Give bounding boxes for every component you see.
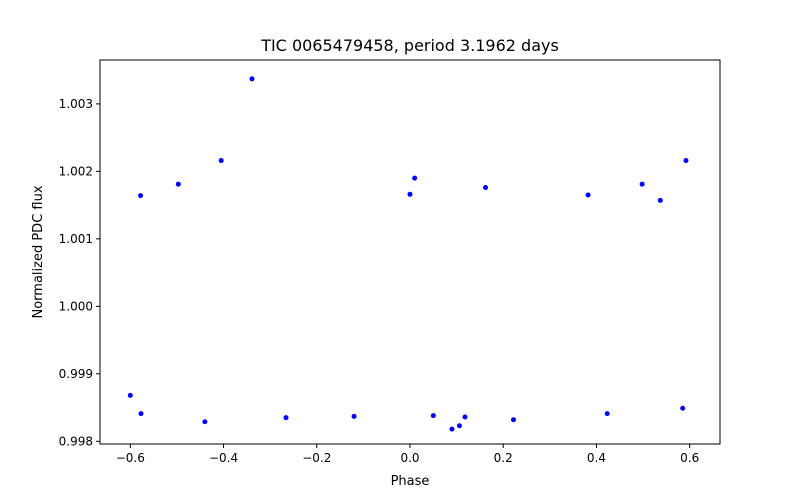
y-axis-label: Normalized PDC flux (31, 185, 46, 318)
data-point (585, 192, 591, 198)
data-point (449, 426, 455, 432)
data-point (483, 185, 489, 191)
x-axis: −0.6 −0.4 −0.2 0.0 0.2 0.4 0.6 (116, 444, 699, 465)
data-point (430, 413, 436, 419)
data-point (138, 411, 144, 417)
data-point (412, 175, 418, 181)
data-point (456, 423, 462, 429)
y-tick-label: 0.998 (59, 434, 93, 448)
data-point (175, 181, 181, 187)
data-point (138, 193, 144, 199)
x-tick-label: 0.2 (494, 451, 513, 465)
data-point (510, 417, 516, 423)
data-point (462, 414, 468, 420)
data-point (604, 411, 610, 417)
data-point (657, 197, 663, 203)
chart-title: TIC 0065479458, period 3.1962 days (260, 36, 559, 55)
data-point (249, 76, 255, 82)
x-tick-label: 0.0 (400, 451, 419, 465)
x-tick-label: −0.6 (116, 451, 145, 465)
data-point (127, 392, 133, 398)
y-tick-label: 0.999 (59, 367, 93, 381)
data-point (683, 158, 689, 164)
y-tick-label: 1.003 (59, 97, 93, 111)
data-point (202, 419, 208, 425)
data-point (639, 181, 645, 187)
x-tick-label: 0.4 (587, 451, 606, 465)
data-point (218, 158, 224, 164)
data-point (680, 405, 686, 411)
y-tick-label: 1.000 (59, 299, 93, 313)
y-axis: 0.998 0.999 1.000 1.001 1.002 1.003 (59, 97, 100, 448)
x-tick-label: −0.4 (209, 451, 238, 465)
data-points (127, 76, 689, 432)
data-point (407, 191, 413, 197)
y-tick-label: 1.002 (59, 164, 93, 178)
data-point (351, 413, 357, 419)
y-tick-label: 1.001 (59, 232, 93, 246)
x-tick-label: 0.6 (680, 451, 699, 465)
data-point (283, 415, 289, 421)
x-tick-label: −0.2 (302, 451, 331, 465)
x-axis-label: Phase (391, 474, 430, 489)
